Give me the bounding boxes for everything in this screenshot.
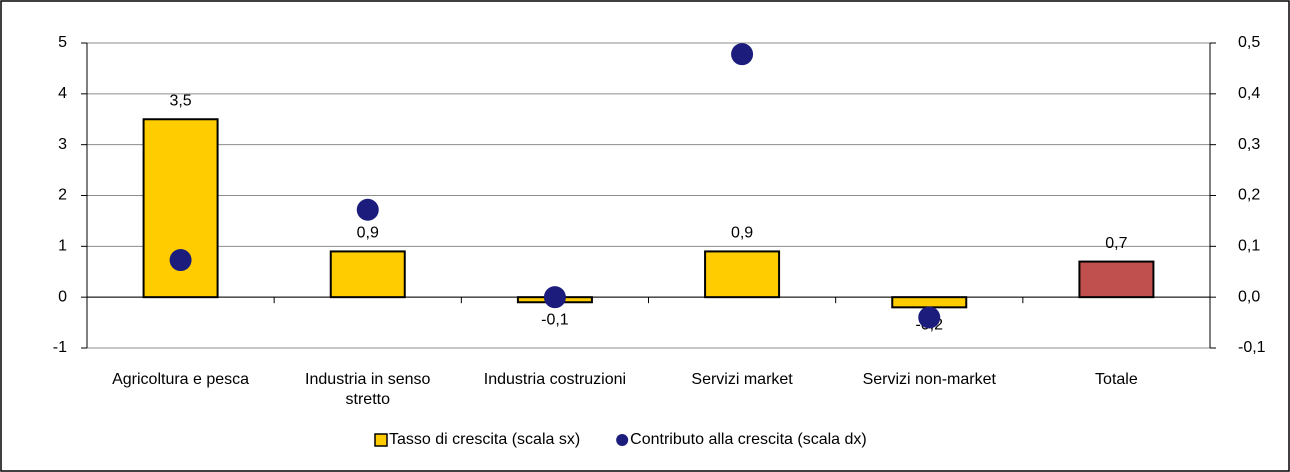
dot bbox=[918, 306, 941, 329]
x-tick-label: Industria in senso stretto bbox=[305, 371, 431, 408]
value-label: 0,7 bbox=[1105, 235, 1127, 252]
dot bbox=[169, 249, 192, 272]
dot bbox=[731, 43, 754, 66]
dot bbox=[543, 286, 566, 309]
x-tick-label: Servizi non-market bbox=[862, 371, 996, 388]
value-label: 0,9 bbox=[731, 225, 753, 242]
y-tick-label: 1 bbox=[58, 238, 67, 255]
value-label: 0,9 bbox=[357, 225, 379, 242]
y2-tick-label: 0,5 bbox=[1238, 34, 1260, 51]
legend-label: Contributo alla crescita (scala dx) bbox=[630, 431, 867, 448]
y-tick-label: 3 bbox=[58, 136, 67, 153]
value-label: -0,1 bbox=[541, 311, 569, 328]
x-tick-label: Industria costruzioni bbox=[483, 371, 627, 388]
bar bbox=[329, 250, 406, 299]
y2-tick-label: 0,2 bbox=[1238, 187, 1260, 204]
y2-tick-label: 0,1 bbox=[1238, 238, 1260, 255]
y2-tick-label: -0,1 bbox=[1238, 339, 1266, 356]
x-tick-label: Servizi market bbox=[691, 371, 793, 388]
y-tick-label: 0 bbox=[58, 288, 67, 305]
x-tick-label: Agricoltura e pesca bbox=[112, 371, 250, 388]
bar bbox=[1078, 260, 1155, 299]
value-label: 3,5 bbox=[169, 92, 191, 109]
legend-label: Tasso di crescita (scala sx) bbox=[389, 431, 580, 448]
y-tick-label: 2 bbox=[58, 187, 67, 204]
bar bbox=[891, 296, 968, 309]
legend-swatch bbox=[374, 433, 388, 447]
y-tick-label: 4 bbox=[58, 85, 67, 102]
y-tick-label: 5 bbox=[58, 34, 67, 51]
bar bbox=[704, 250, 781, 299]
x-tick-label: Totale bbox=[1095, 371, 1138, 388]
y2-tick-label: 0,0 bbox=[1238, 288, 1260, 305]
y2-tick-label: 0,4 bbox=[1238, 85, 1260, 102]
y2-tick-label: 0,3 bbox=[1238, 136, 1260, 153]
y-tick-label: -1 bbox=[53, 339, 67, 356]
dot bbox=[356, 198, 379, 221]
legend-swatch bbox=[616, 434, 629, 446]
